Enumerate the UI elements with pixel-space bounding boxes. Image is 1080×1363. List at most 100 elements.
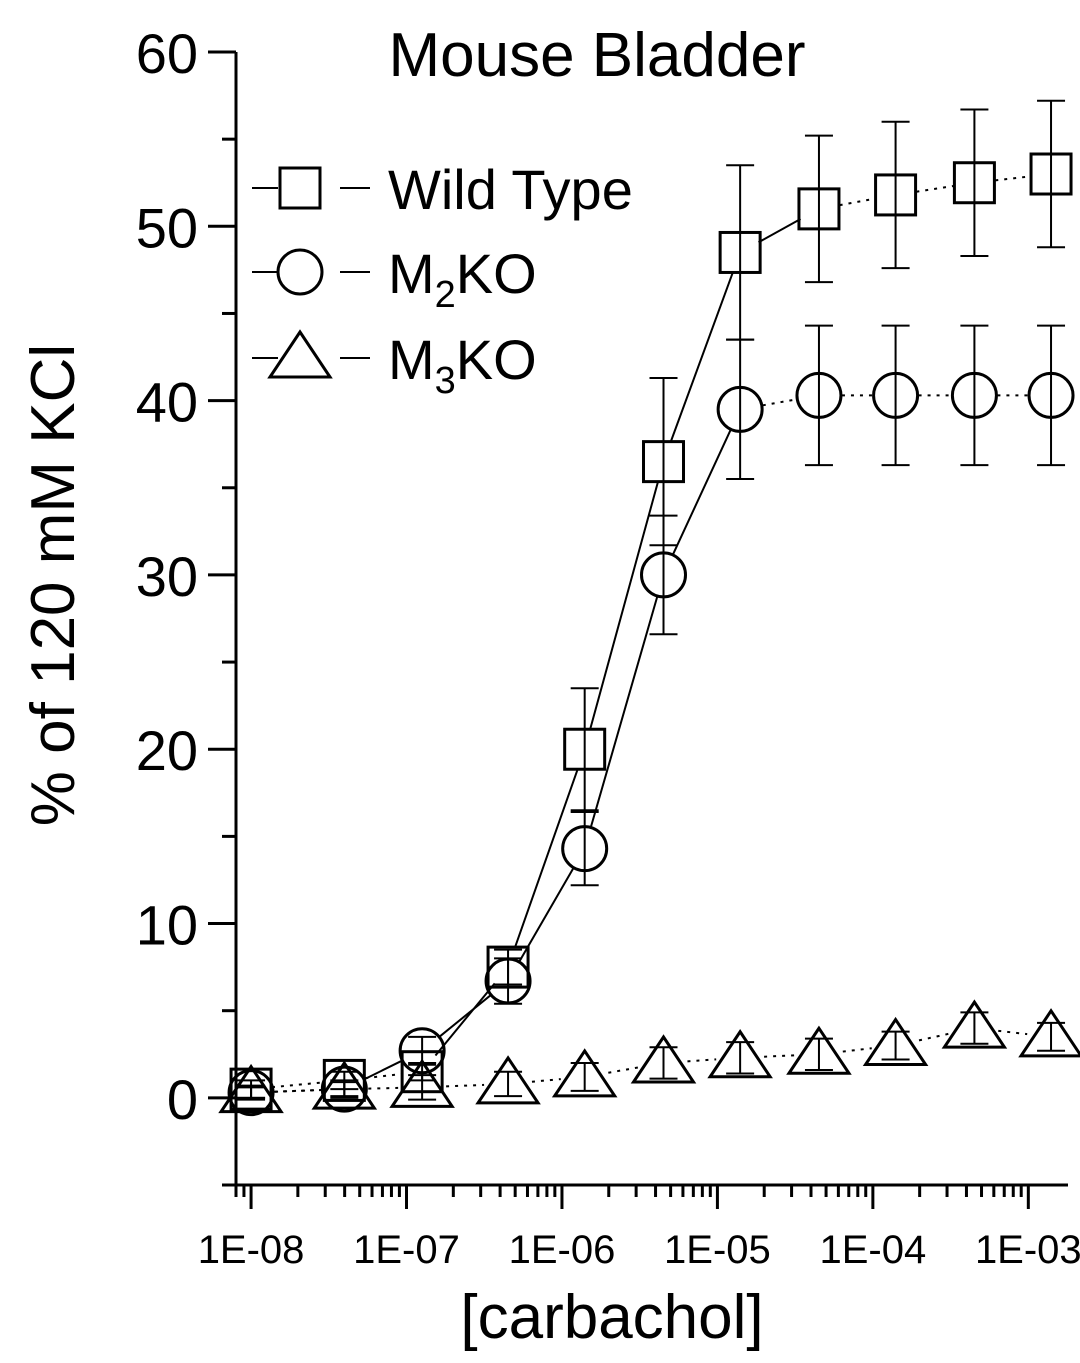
- x-axis-label: [carbachol]: [460, 1283, 763, 1352]
- y-tick-label: 60: [136, 22, 198, 85]
- series-line: [669, 271, 734, 443]
- x-tick-label: 1E-05: [664, 1228, 771, 1272]
- series-line: [514, 768, 579, 948]
- series-line: [842, 1047, 872, 1053]
- legend-marker: [267, 329, 333, 379]
- error-bar: [960, 108, 989, 257]
- legend-entry: M2KO: [252, 242, 537, 316]
- data-point: [227, 1069, 275, 1117]
- series-circle: [227, 324, 1075, 1117]
- y-axis-label: % of 120 mM KCl: [19, 344, 88, 826]
- series-line: [998, 1029, 1028, 1036]
- x-tick-label: 1E-07: [353, 1228, 460, 1272]
- data-point: [716, 385, 764, 433]
- data-point: [630, 1034, 697, 1084]
- series-line: [916, 184, 954, 193]
- error-bar: [494, 957, 523, 1005]
- x-tick-label: 1E-04: [819, 1228, 926, 1272]
- series-line: [762, 398, 797, 407]
- series-line: [365, 1073, 402, 1080]
- data-point: [707, 1029, 773, 1079]
- error-bar: [960, 324, 989, 467]
- data-point: [797, 187, 841, 231]
- legend-label: M3KO: [388, 328, 537, 402]
- error-bar: [726, 338, 755, 481]
- series-triangle: [218, 999, 1080, 1114]
- error-bar: [960, 1011, 989, 1045]
- series-line: [518, 867, 575, 962]
- data-point: [398, 1027, 446, 1075]
- data-point: [786, 1025, 852, 1075]
- y-tick-label: 0: [167, 1068, 198, 1131]
- data-point: [320, 1065, 368, 1113]
- error-bar: [726, 164, 755, 341]
- y-tick-label: 20: [136, 719, 198, 782]
- error-bar: [881, 120, 910, 270]
- series-line: [271, 1081, 324, 1089]
- error-bar: [649, 1046, 678, 1080]
- data-point: [389, 1058, 455, 1108]
- series-line: [672, 429, 732, 555]
- data-point: [642, 440, 686, 484]
- series-line: [590, 596, 659, 827]
- data-point: [1029, 152, 1073, 196]
- data-point: [561, 825, 609, 873]
- series-line: [995, 175, 1031, 182]
- x-tick-label: 1E-03: [975, 1228, 1080, 1272]
- error-bar: [330, 1079, 359, 1099]
- x-tick-label: 1E-08: [198, 1228, 305, 1272]
- error-bar: [804, 324, 833, 467]
- legend: Wild Type M2KO M3KO: [252, 158, 633, 402]
- series-line: [589, 481, 659, 730]
- series-line: [758, 218, 802, 244]
- data-point: [563, 727, 607, 771]
- y-tick-label: 50: [136, 196, 198, 259]
- data-point: [718, 230, 762, 274]
- error-bar: [1037, 324, 1066, 467]
- legend-marker: [276, 248, 324, 296]
- error-bar: [1037, 99, 1066, 249]
- series-line: [687, 1058, 717, 1063]
- series-line: [608, 1066, 641, 1074]
- error-bar: [408, 1074, 437, 1101]
- series-line: [918, 1032, 952, 1042]
- data-point: [484, 957, 532, 1005]
- axes: 0 10 20 30 40 50 60 1E-08 1E-07 1E-06 1E-05 1E-04 1E…: [136, 22, 1080, 1272]
- error-bar: [726, 1041, 755, 1075]
- series-line: [274, 1088, 322, 1093]
- data-point: [1018, 1008, 1080, 1058]
- y-tick-label: 30: [136, 545, 198, 608]
- data-point: [952, 161, 996, 205]
- error-bar: [237, 1084, 266, 1101]
- data-point: [862, 1016, 929, 1067]
- error-bar: [804, 1037, 833, 1071]
- chart-title: Mouse Bladder: [388, 21, 805, 90]
- legend-label: Wild Type: [388, 158, 633, 221]
- y-tick-label: 10: [136, 894, 198, 957]
- data-point: [551, 1048, 618, 1098]
- x-tick-label: 1E-06: [509, 1228, 616, 1272]
- data-point: [475, 1055, 541, 1105]
- series-layer: [218, 99, 1080, 1117]
- legend-entry: M3KO: [252, 328, 537, 402]
- error-bar: [804, 134, 833, 284]
- series-line: [839, 197, 876, 207]
- legend-label: M2KO: [388, 242, 537, 316]
- data-point: [874, 173, 918, 217]
- series-line: [364, 1060, 402, 1080]
- data-point: [872, 371, 920, 419]
- error-bar: [649, 514, 678, 636]
- data-point: [950, 371, 998, 419]
- data-point: [311, 1060, 378, 1110]
- data-point: [941, 999, 1008, 1049]
- data-point: [795, 371, 843, 419]
- series-square: [229, 99, 1073, 1111]
- series-line: [764, 1054, 796, 1058]
- data-point: [218, 1063, 284, 1114]
- error-bar: [570, 687, 599, 812]
- legend-marker: [278, 166, 322, 210]
- data-point: [640, 551, 688, 599]
- series-line: [434, 982, 496, 1057]
- error-bar: [494, 1070, 523, 1098]
